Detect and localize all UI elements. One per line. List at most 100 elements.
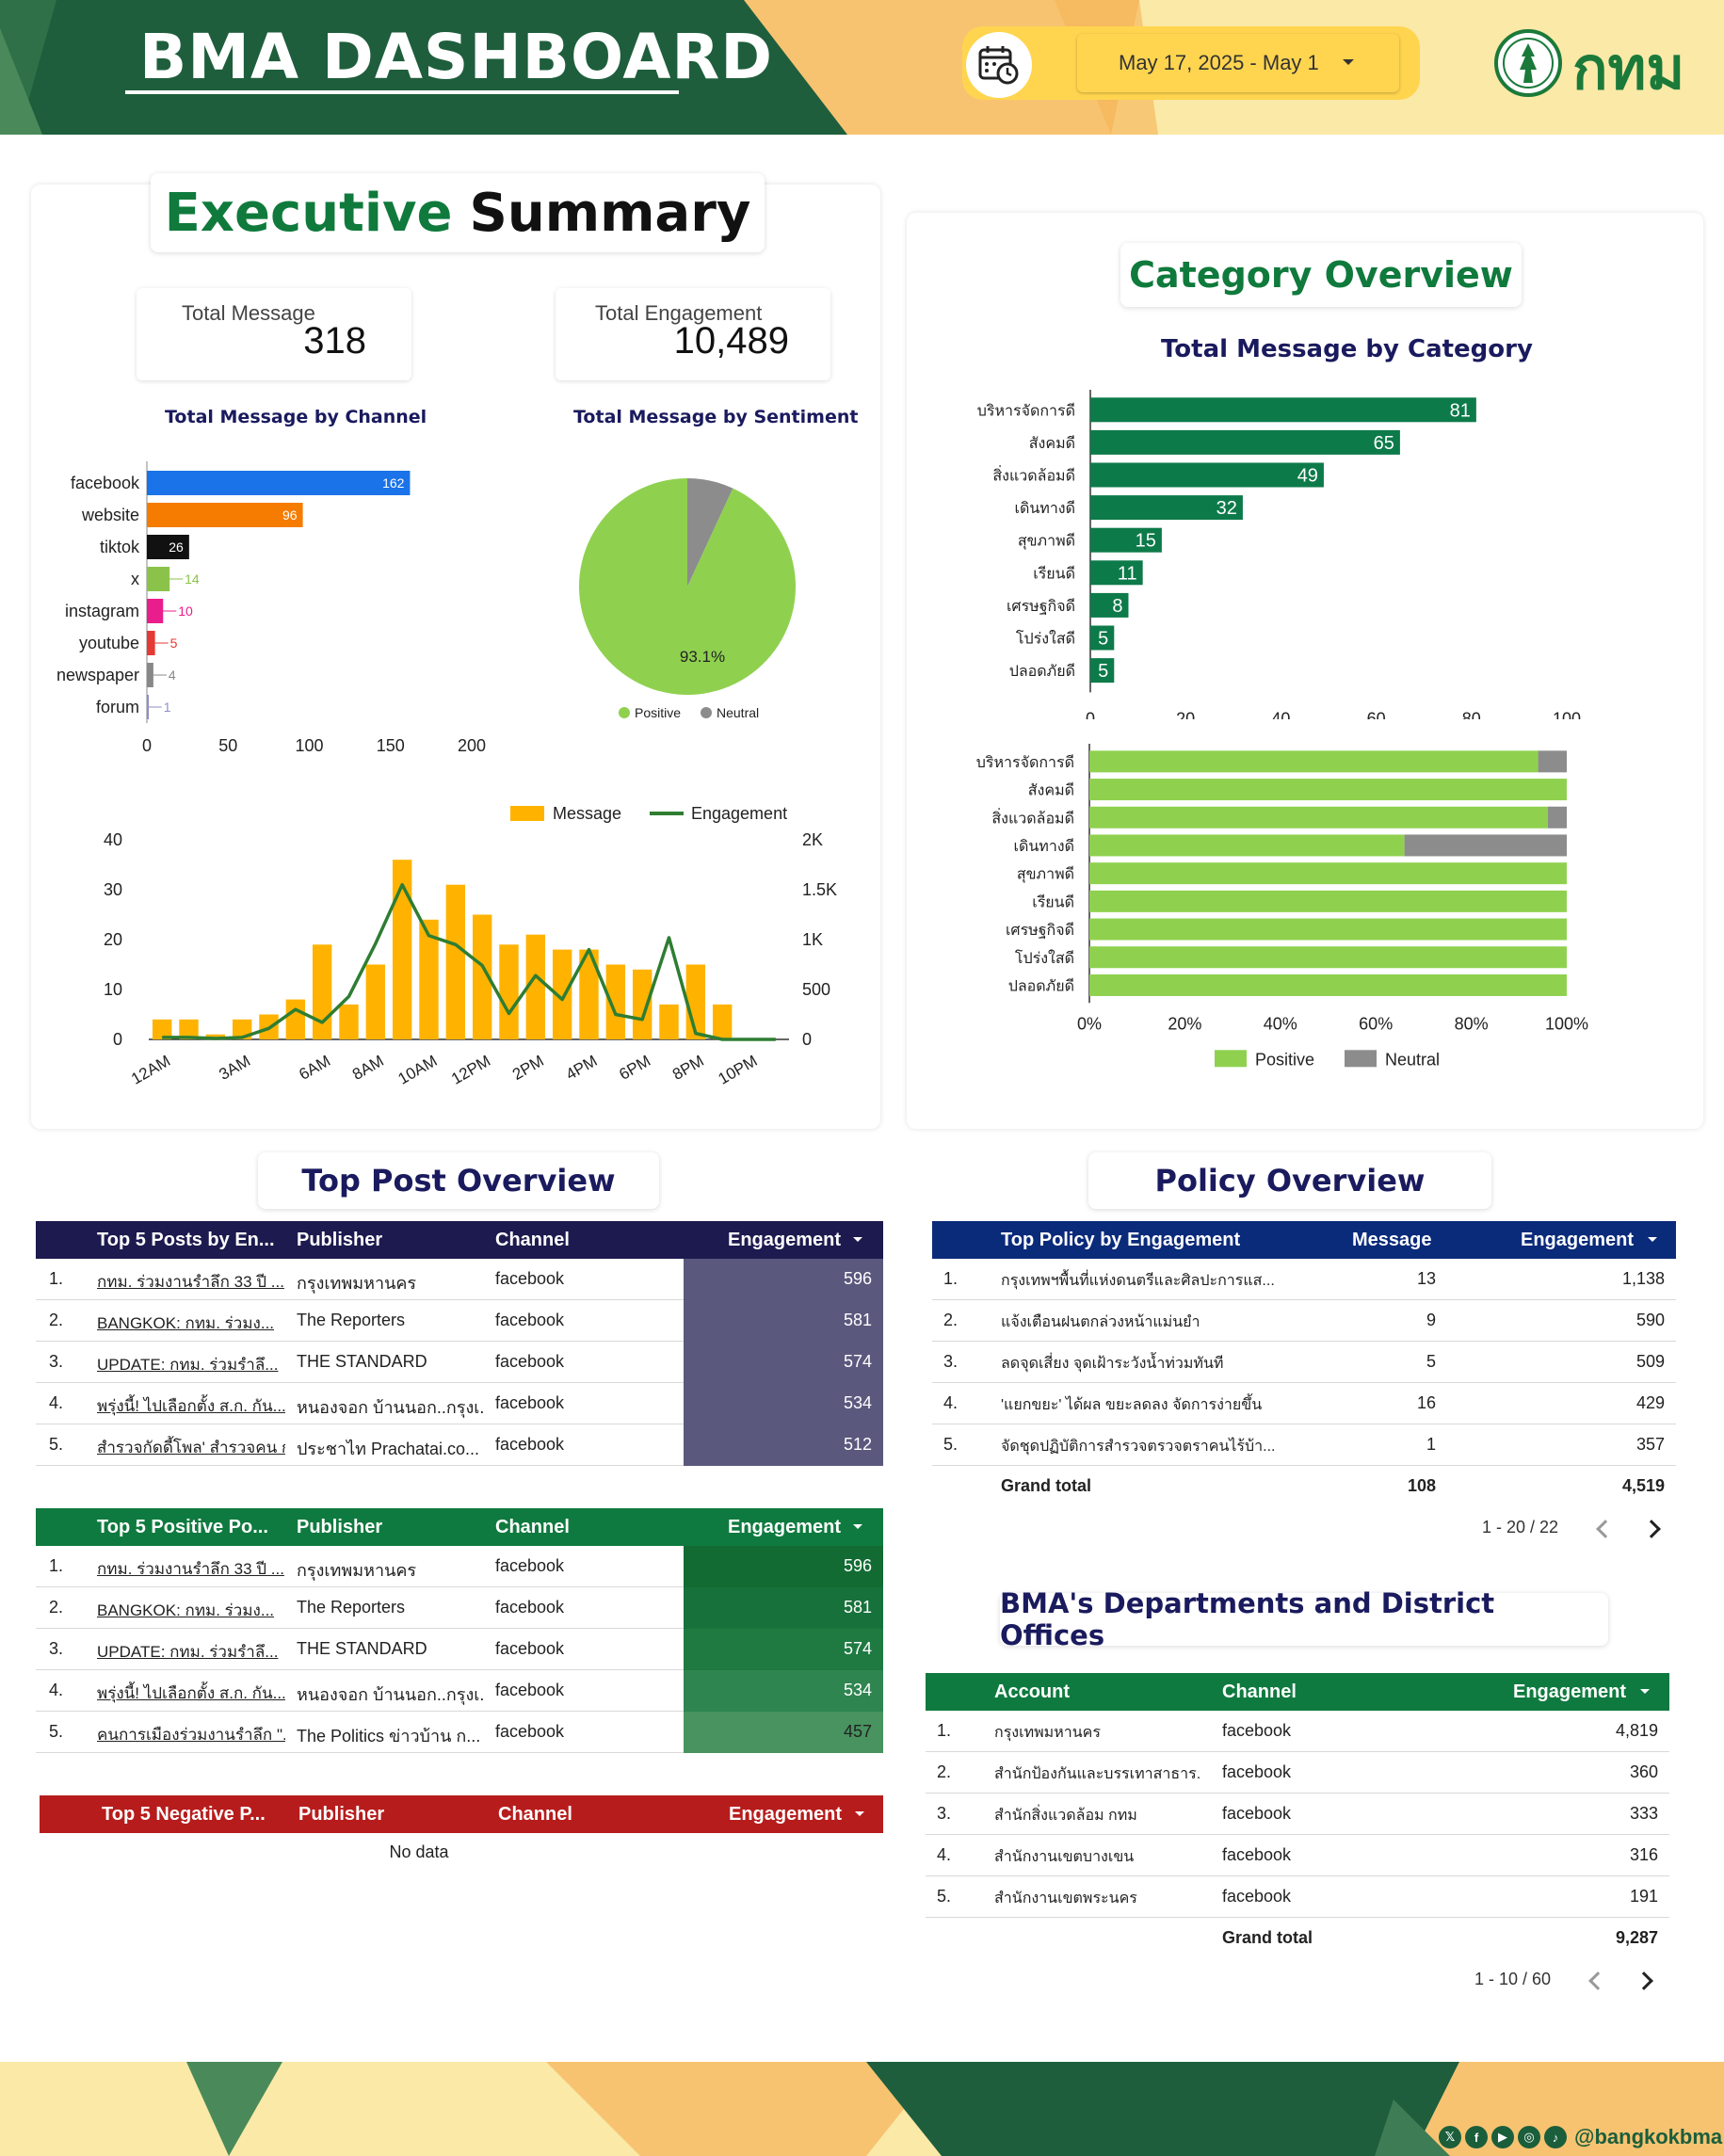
col-post[interactable]: Top 5 Positive Po... (97, 1517, 268, 1537)
category-label: tiktok (100, 538, 140, 556)
data-label: 96 (282, 507, 298, 523)
y-left-tick-label: 30 (104, 880, 122, 899)
post-link[interactable]: UPDATE: กทม. ร่วมรำลึ... (97, 1356, 279, 1374)
category-overview-title: Category Overview (1120, 243, 1522, 307)
col-account[interactable]: Account (994, 1681, 1070, 1702)
message-bar (712, 1004, 733, 1039)
channel-chart-title: Total Message by Channel (165, 407, 427, 427)
col-post[interactable]: Top 5 Posts by En... (97, 1230, 275, 1250)
table-row[interactable]: 4. 'แยกขยะ' ได้ผล ขยะลดลง จัดการง่ายขึ้น 1… (932, 1383, 1676, 1424)
instagram-icon[interactable]: ◎ (1518, 2126, 1540, 2148)
table-row[interactable]: 574 3. UPDATE: กทม. ร่วมรำลึ... THE STANDAR… (36, 1629, 883, 1670)
col-message[interactable]: Message (1352, 1230, 1432, 1250)
chevron-right-icon[interactable] (1635, 1971, 1653, 1990)
table-row[interactable]: 1. กรุงเทพมหานคร facebook 4,819 (926, 1711, 1669, 1752)
col-engagement[interactable]: Engagement (1513, 1681, 1627, 1702)
post-link[interactable]: BANGKOK: กทม. ร่วมง... (97, 1601, 275, 1619)
row-number: 3. (49, 1352, 64, 1371)
x-icon[interactable]: 𝕏 (1439, 2126, 1461, 2148)
table-row[interactable]: 596 1. กทม. ร่วมงานรำลึก 33 ปี ... กรุงเทพม… (36, 1546, 883, 1587)
sort-desc-icon[interactable] (855, 1811, 864, 1816)
channel-cell: facebook (495, 1352, 565, 1371)
row-number: 4. (943, 1393, 959, 1412)
table-row[interactable]: 2. แจ้งเตือนฝนตกล่วงหน้าแม่นยำ 9 590 (932, 1300, 1676, 1342)
calendar-button[interactable] (966, 32, 1032, 98)
bar (147, 695, 149, 719)
youtube-icon[interactable]: ▶ (1491, 2126, 1514, 2148)
engagement-cell: 534 (684, 1670, 883, 1712)
data-label: 5 (1098, 629, 1108, 650)
category-label: facebook (71, 474, 140, 492)
data-label: 8 (1112, 596, 1122, 617)
post-link[interactable]: คนการเมืองร่วมงานรำลึก "... (97, 1726, 285, 1744)
table-row[interactable]: 3. สำนักสิ่งแวดล้อม กทม facebook 333 (926, 1794, 1669, 1835)
sort-desc-icon[interactable] (1648, 1237, 1657, 1242)
table-row[interactable]: 534 4. พรุ่งนี้! ไปเลือกตั้ง ส.ก. กัน... หน… (36, 1383, 883, 1424)
post-link[interactable]: กทม. ร่วมงานรำลึก 33 ปี ... (97, 1273, 284, 1291)
table-row[interactable]: 5. จัดชุดปฏิบัติการสำรวจตรวจตราคนไร้บ้า..… (932, 1424, 1676, 1466)
chevron-left-icon[interactable] (1588, 1971, 1607, 1990)
negative-col-publisher[interactable]: Publisher (298, 1804, 385, 1825)
policy-overview-title: Policy Overview (1088, 1152, 1491, 1209)
category-bar-chart: บริหารจัดการดี 81 สังคมดี 65 สิ่งแวดล้อมดี 49… (977, 390, 1581, 719)
data-label: 10 (178, 603, 193, 619)
bar (147, 471, 411, 495)
post-link[interactable]: พรุ่งนี้! ไปเลือกตั้ง ส.ก. กัน... (97, 1397, 285, 1415)
sort-desc-icon[interactable] (853, 1237, 862, 1242)
negative-col-channel[interactable]: Channel (498, 1804, 572, 1825)
post-link[interactable]: BANGKOK: กทม. ร่วมง... (97, 1314, 275, 1332)
negative-col-engagement[interactable]: Engagement (729, 1804, 843, 1825)
tiktok-icon[interactable]: ♪ (1544, 2126, 1567, 2148)
facebook-icon[interactable]: f (1465, 2126, 1488, 2148)
table-row[interactable]: 581 2. BANGKOK: กทม. ร่วมง... The Reporters… (36, 1587, 883, 1629)
chevron-left-icon[interactable] (1596, 1520, 1615, 1538)
post-link[interactable]: UPDATE: กทม. ร่วมรำลึ... (97, 1643, 279, 1661)
col-engagement[interactable]: Engagement (1521, 1230, 1635, 1250)
data-label: 14 (185, 571, 200, 587)
table-row[interactable]: 596 1. กทม. ร่วมงานรำลึก 33 ปี ... กรุงเทพม… (36, 1259, 883, 1300)
table-row[interactable]: 457 5. คนการเมืองร่วมงานรำลึก "... The Poli… (36, 1712, 883, 1753)
table-row[interactable]: 581 2. BANGKOK: กทม. ร่วมง... The Reporters… (36, 1300, 883, 1342)
col-channel[interactable]: Channel (495, 1517, 570, 1537)
table-row[interactable]: 574 3. UPDATE: กทม. ร่วมรำลึ... THE STANDAR… (36, 1342, 883, 1383)
sort-desc-icon[interactable] (1640, 1689, 1650, 1694)
data-label: 15 (1136, 531, 1156, 552)
date-range-select[interactable]: May 17, 2025 - May 1 (1077, 34, 1399, 92)
category-label: สังคมดี (1028, 782, 1074, 799)
table-row[interactable]: 4. สำนักงานเขตบางเขน facebook 316 (926, 1835, 1669, 1876)
table-row[interactable]: 1. กรุงเทพฯพื้นที่แห่งดนตรีและศิลปะการแส.… (932, 1259, 1676, 1300)
col-publisher[interactable]: Publisher (297, 1230, 383, 1250)
col-engagement[interactable]: Engagement (728, 1517, 842, 1537)
sort-desc-icon[interactable] (853, 1524, 862, 1529)
table-row[interactable]: 3. ลดจุดเสี่ยง จุดเฝ้าระวังน้ำท่วมทันที 5 5… (932, 1342, 1676, 1383)
post-link[interactable]: กทม. ร่วมงานรำลึก 33 ปี ... (97, 1560, 284, 1578)
neutral-bar (1404, 834, 1567, 857)
y-left-tick-label: 20 (104, 930, 122, 949)
row-number: 3. (49, 1639, 64, 1658)
table-row[interactable]: 5. สำนักงานเขตพระนคร facebook 191 (926, 1876, 1669, 1918)
social-handle[interactable]: @bangkokbma (1574, 2125, 1723, 2148)
kpi-total-message: Total Message 318 (137, 288, 411, 380)
table-row[interactable]: 512 5. สำรวจกัดดี้โพล' สำรวจคน ก... ประชาไท… (36, 1424, 883, 1466)
row-number: 1. (49, 1269, 64, 1288)
col-policy[interactable]: Top Policy by Engagement (1001, 1230, 1241, 1250)
x-tick-label: 100% (1545, 1014, 1588, 1033)
col-channel[interactable]: Channel (495, 1230, 570, 1250)
post-link[interactable]: พรุ่งนี้! ไปเลือกตั้ง ส.ก. กัน... (97, 1684, 285, 1702)
positive-bar (1089, 779, 1567, 801)
col-channel[interactable]: Channel (1222, 1681, 1297, 1702)
account-cell: สำนักงานเขตพระนคร (994, 1891, 1137, 1907)
post-link[interactable]: สำรวจกัดดี้โพล' สำรวจคน ก... (97, 1439, 285, 1456)
message-cell: 1 (1426, 1435, 1436, 1454)
category-label: youtube (79, 634, 139, 652)
table-row[interactable]: 2. สำนักป้องกันและบรรเทาสาธาร... facebook 3… (926, 1752, 1669, 1794)
table-row[interactable]: 534 4. พรุ่งนี้! ไปเลือกตั้ง ส.ก. กัน... หน… (36, 1670, 883, 1712)
negative-col-post[interactable]: Top 5 Negative P... (102, 1804, 266, 1825)
data-label: 26 (169, 539, 184, 555)
col-publisher[interactable]: Publisher (297, 1517, 383, 1537)
publisher-cell: กรุงเทพมหานคร (297, 1561, 417, 1580)
col-engagement[interactable]: Engagement (728, 1230, 842, 1250)
legend-label: Engagement (691, 804, 787, 823)
chevron-right-icon[interactable] (1642, 1520, 1661, 1538)
message-bar (365, 964, 386, 1039)
